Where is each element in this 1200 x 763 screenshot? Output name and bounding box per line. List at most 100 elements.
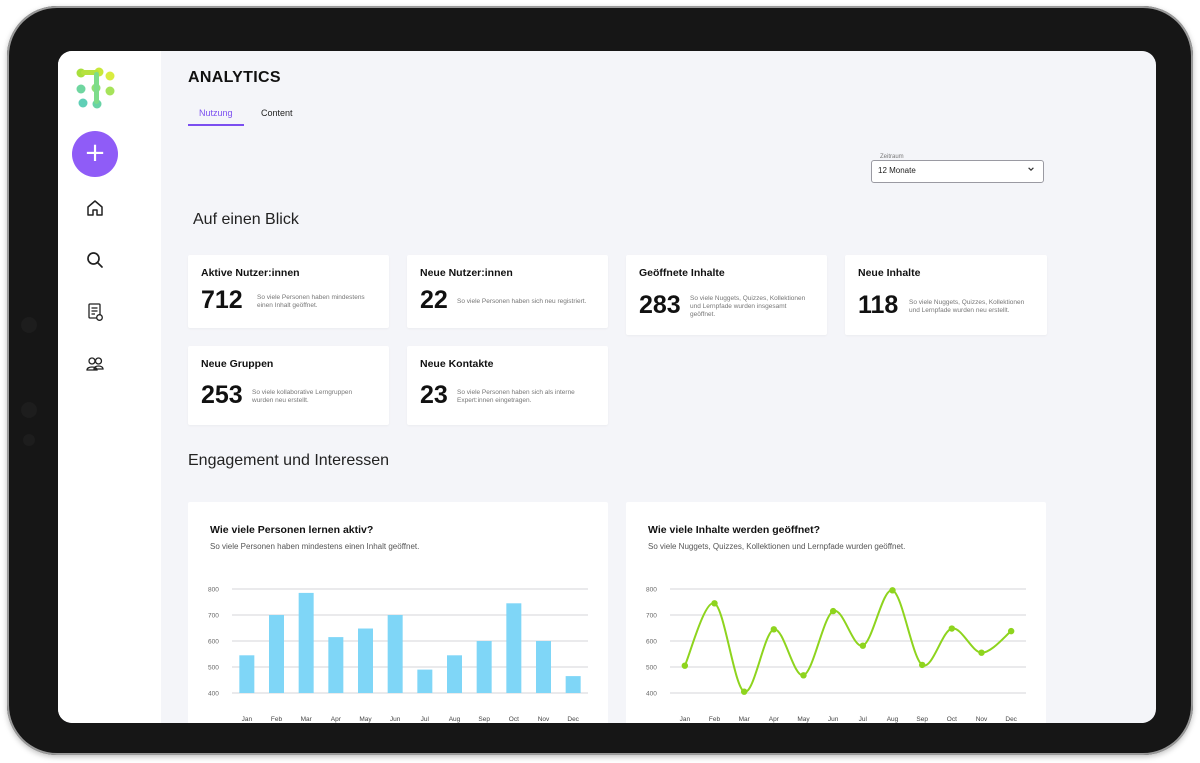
- bar: [239, 655, 255, 693]
- x-tick-label: Sep: [916, 716, 928, 723]
- bar: [387, 615, 403, 693]
- kpi-title: Neue Nutzer:innen: [420, 267, 513, 279]
- kpi-title: Neue Kontakte: [420, 358, 494, 370]
- kpi-description: So viele Personen haben sich als interne…: [457, 389, 575, 404]
- x-tick-label: May: [359, 716, 372, 723]
- kpi-value: 283: [639, 291, 681, 319]
- add-button[interactable]: +: [72, 131, 118, 177]
- kpi-title: Aktive Nutzer:innen: [201, 267, 300, 279]
- x-tick-label: Jan: [242, 716, 253, 723]
- y-tick-label: 400: [646, 691, 657, 698]
- x-tick-label: Jul: [421, 716, 430, 723]
- document-settings-icon[interactable]: [85, 302, 105, 322]
- bar: [506, 603, 522, 693]
- search-icon[interactable]: [85, 250, 105, 270]
- data-point: [681, 662, 689, 669]
- period-select[interactable]: Zeitraum 12 Monate: [871, 154, 1044, 183]
- data-point: [1007, 627, 1015, 635]
- x-tick-label: Feb: [271, 716, 283, 723]
- kpi-value: 22: [420, 286, 448, 314]
- data-point: [889, 587, 896, 594]
- chart-subtitle: So viele Personen haben mindestens einen…: [210, 542, 420, 551]
- data-point: [948, 625, 956, 632]
- x-tick-label: Jan: [680, 716, 691, 723]
- bar: [358, 628, 373, 693]
- chart-card-opened-content: Wie viele Inhalte werden geöffnet? So vi…: [626, 502, 1046, 723]
- app-logo[interactable]: [75, 67, 117, 109]
- kpi-description: So viele Nuggets, Quizzes, Kollektionen …: [690, 295, 806, 318]
- x-tick-label: Mar: [301, 716, 313, 723]
- kpi-description: So viele Personen haben mindestens einen…: [257, 294, 365, 309]
- y-tick-label: 600: [208, 639, 219, 646]
- main-content: ANALYTICS Nutzung Content Zeitraum 12 Mo…: [161, 51, 1156, 723]
- x-tick-label: Dec: [1005, 716, 1017, 723]
- page-title: ANALYTICS: [188, 69, 281, 86]
- data-point: [829, 607, 837, 615]
- kpi-card: Neue Gruppen 253 So viele kollaborative …: [188, 346, 389, 425]
- x-tick-label: Oct: [947, 716, 957, 723]
- x-tick-label: Feb: [709, 716, 721, 723]
- x-tick-label: Apr: [769, 716, 780, 723]
- kpi-card: Geöffnete Inhalte 283 So viele Nuggets, …: [626, 255, 827, 335]
- y-tick-label: 700: [208, 613, 219, 620]
- x-tick-label: Aug: [887, 716, 899, 723]
- bar: [447, 655, 462, 693]
- x-tick-label: Jul: [859, 716, 868, 723]
- camera-dot: [23, 434, 35, 446]
- kpi-value: 23: [420, 381, 448, 409]
- kpi-title: Geöffnete Inhalte: [639, 267, 725, 279]
- sidebar: +: [58, 51, 161, 723]
- kpi-title: Neue Gruppen: [201, 358, 274, 370]
- kpi-card: Aktive Nutzer:innen 712 So viele Persone…: [188, 255, 389, 328]
- x-tick-label: Sep: [478, 716, 490, 723]
- x-tick-label: Jun: [390, 716, 401, 723]
- active-tab-indicator: [188, 124, 244, 126]
- tab-content[interactable]: Content: [261, 108, 293, 118]
- tablet-frame: + ANALYTICS: [7, 6, 1193, 755]
- line-chart: 800 700 600 500 400 Jan Feb Mar Apr May Jun Jul Aug S…: [646, 587, 1026, 723]
- kpi-value: 118: [858, 291, 899, 319]
- y-tick-label: 800: [208, 587, 219, 594]
- data-point: [770, 626, 778, 633]
- y-tick-label: 500: [208, 665, 219, 672]
- chart-card-active-learners: Wie viele Personen lernen aktiv? So viel…: [188, 502, 608, 723]
- kpi-card: Neue Kontakte 23 So viele Personen haben…: [407, 346, 608, 425]
- tab-nutzung[interactable]: Nutzung: [199, 108, 233, 118]
- bar: [328, 637, 344, 693]
- bar: [565, 676, 581, 693]
- kpi-description: So viele Personen haben sich neu registr…: [457, 298, 587, 305]
- section-title-engagement: Engagement und Interessen: [188, 452, 390, 469]
- y-tick-label: 700: [646, 613, 657, 620]
- camera-dot: [21, 402, 37, 418]
- chart-title: Wie viele Personen lernen aktiv?: [210, 524, 374, 536]
- bar: [269, 615, 284, 693]
- x-tick-label: Aug: [449, 716, 461, 723]
- bar: [298, 592, 314, 693]
- period-select-value: 12 Monate: [878, 166, 916, 175]
- kpi-description: So viele Nuggets, Quizzes, Kollektionen …: [909, 299, 1025, 314]
- kpi-title: Neue Inhalte: [858, 267, 921, 279]
- app-screen: + ANALYTICS: [58, 51, 1156, 723]
- bar-chart: 800 700 600 500 400 Jan Feb Mar Apr May Jun Jul Aug S…: [208, 587, 588, 723]
- chart-subtitle: So viele Nuggets, Quizzes, Kollektionen …: [648, 542, 906, 551]
- x-tick-label: Apr: [331, 716, 342, 723]
- kpi-card: Neue Inhalte 118 So viele Nuggets, Quizz…: [845, 255, 1047, 335]
- kpi-description: So viele kollaborative Lerngruppen wurde…: [252, 389, 353, 404]
- camera-dot: [21, 317, 37, 333]
- data-point: [978, 649, 985, 656]
- kpi-value: 253: [201, 381, 243, 409]
- x-tick-label: Oct: [509, 716, 519, 723]
- home-icon[interactable]: [85, 198, 105, 218]
- y-tick-label: 500: [646, 665, 657, 672]
- users-icon[interactable]: [85, 354, 105, 374]
- x-tick-label: May: [797, 716, 810, 723]
- bar: [536, 641, 551, 693]
- data-point: [859, 642, 867, 649]
- x-tick-label: Nov: [538, 716, 550, 723]
- kpi-value: 712: [201, 286, 243, 314]
- chart-title: Wie viele Inhalte werden geöffnet?: [648, 524, 821, 536]
- data-point: [800, 672, 807, 679]
- kpi-card: Neue Nutzer:innen 22 So viele Personen h…: [407, 255, 608, 328]
- data-point: [740, 688, 748, 695]
- bar: [417, 669, 433, 693]
